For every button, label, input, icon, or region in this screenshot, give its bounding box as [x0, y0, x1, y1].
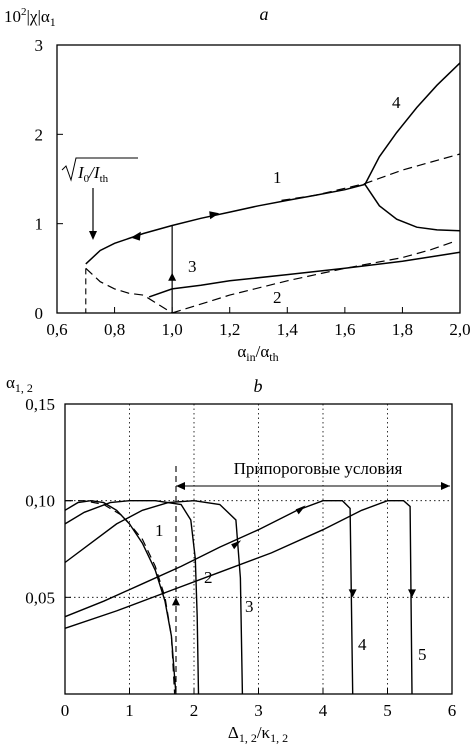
- chart-a-annotation-part-0: I: [77, 163, 85, 182]
- chart-b-threshold-left-arrowhead: [176, 482, 185, 490]
- chart-a-series-line: [85, 183, 366, 265]
- chart-b-ticks: 0 1 2 3 4 5 6 0,05 0,10 0,15: [25, 395, 456, 720]
- chart-a-xlabel-part-1: in: [246, 350, 255, 364]
- chart-a-ylabel-part-2: |χ|α: [27, 7, 50, 26]
- chart-b-xlabel-part-2: /κ: [257, 723, 271, 742]
- chart-a-annotation-arrowhead: [89, 231, 97, 240]
- chart-a: a 102|χ|α1 0,6 0,8 1,0 1,2 1,4 1,6 1,8 2,00123 …: [4, 4, 471, 364]
- chart-b-ytick-label: 0,05: [25, 588, 55, 607]
- chart-b-series-line: [65, 500, 176, 695]
- chart-b-xtick-label: 1: [125, 701, 134, 720]
- chart-b-series: [64, 499, 417, 695]
- chart-b-series-line: [64, 500, 354, 695]
- chart-a-ytick-label: 1: [35, 215, 44, 234]
- chart-b-curve-label-1: 1: [155, 521, 164, 540]
- chart-b-ylabel: α1, 2: [6, 373, 33, 395]
- chart-a-series-line: [281, 153, 461, 201]
- chart-b-threshold-right-arrowhead: [441, 482, 450, 490]
- chart-b-curve-label-3: 3: [245, 597, 254, 616]
- chart-a-curve-label-1: 1: [273, 168, 282, 187]
- chart-b-down-arrowhead: [348, 589, 357, 598]
- chart-a-ylabel: 102|χ|α1: [4, 6, 56, 29]
- chart-a-xlabel-part-3: th: [269, 350, 278, 364]
- chart-a-xlabel-part-0: α: [237, 342, 246, 361]
- chart-a-ytick-label: 2: [35, 125, 44, 144]
- chart-a-series-line: [364, 183, 461, 232]
- chart-b-ylabel-part-1: 1, 2: [15, 381, 33, 395]
- chart-b-threshold-label: Припороговые условия: [234, 459, 403, 478]
- chart-b-xtick-label: 5: [383, 701, 392, 720]
- chart-b-ytick-label: 0,10: [25, 492, 55, 511]
- chart-a-forward-arrowhead: [209, 211, 220, 220]
- chart-a-annotation-part-3: th: [100, 173, 109, 185]
- chart-a-ylabel-part-3: 1: [50, 15, 56, 29]
- chart-a-ticks: 0,6 0,8 1,0 1,2 1,4 1,6 1,8 2,0 0 1 2 3: [35, 36, 471, 339]
- chart-b-ytick-label: 0,15: [25, 395, 55, 414]
- chart-a-series-line: [171, 240, 455, 314]
- chart-a-curve-label-2: 2: [273, 288, 282, 307]
- chart-b-up-arrowhead: [295, 505, 306, 515]
- chart-a-curve-label-4: 4: [392, 93, 401, 112]
- chart-a-annotation-part-1: 0: [84, 173, 90, 185]
- chart-a-ytick-label: 3: [35, 36, 44, 55]
- chart-a-xtick-label: 0,8: [104, 320, 125, 339]
- chart-a-xtick-label: 1,6: [334, 320, 355, 339]
- chart-a-curve-label-3: 3: [188, 257, 197, 276]
- chart-a-xtick-label: 1,0: [162, 320, 183, 339]
- chart-b-up-arrowhead: [231, 540, 242, 550]
- chart-a-back-arrowhead: [130, 231, 141, 241]
- chart-a-panel-label: a: [260, 4, 269, 24]
- chart-b-curve-label-4: 4: [358, 635, 367, 654]
- chart-a-ylabel-part-0: 10: [4, 7, 21, 26]
- chart-b-threshold: Припороговые условия: [175, 459, 450, 694]
- chart-a-annotation-part-2: /I: [88, 163, 101, 182]
- chart-a-sqrt-label: I0/Ith: [77, 163, 109, 185]
- chart-a-frame: [56, 44, 461, 314]
- chart-b-xtick-label: 4: [319, 701, 328, 720]
- chart-b-xlabel-part-1: 1, 2: [239, 731, 257, 745]
- chart-b-xlabel-part-3: 1, 2: [270, 731, 288, 745]
- chart-a-xlabel: αin/αth: [237, 342, 278, 364]
- chart-b-xtick-label: 3: [254, 701, 263, 720]
- chart-b-xlabel-part-0: Δ: [228, 723, 239, 742]
- chart-b-panel-label: b: [254, 376, 263, 396]
- chart-b-xtick-label: 6: [448, 701, 457, 720]
- chart-a-ylabel-part-1: 2: [21, 6, 27, 18]
- chart-b-series-line: [64, 499, 244, 695]
- chart-a-xtick-label: 0,6: [46, 320, 67, 339]
- chart-b: b α1, 2 0 1 2 3 4 5 60,050,100,15 Припороговые…: [6, 373, 456, 745]
- chart-a-jump-arrowhead: [168, 272, 177, 281]
- chart-a-series-line: [148, 251, 461, 298]
- chart-a-series-line: [85, 267, 173, 314]
- chart-b-curve-label-5: 5: [418, 645, 427, 664]
- chart-a-xtick-label: 1,8: [392, 320, 413, 339]
- chart-a-xtick-label: 2,0: [449, 320, 470, 339]
- chart-a-ytick-label: 0: [35, 304, 44, 323]
- chart-b-ylabel-part-0: α: [6, 373, 15, 392]
- chart-b-curve-label-2: 2: [204, 568, 213, 587]
- chart-a-xtick-label: 1,4: [277, 320, 299, 339]
- chart-a-xtick-label: 1,2: [219, 320, 240, 339]
- chart-a-annotation: I0/Ith: [61, 157, 138, 240]
- chart-a-series-line: [364, 62, 461, 185]
- chart-a-series: [85, 62, 461, 314]
- chart-b-xtick-label: 2: [190, 701, 199, 720]
- chart-b-series-line: [64, 500, 413, 695]
- chart-b-xtick-label: 0: [61, 701, 70, 720]
- chart-a-sqrt-sign: [61, 157, 138, 182]
- chart-b-xlabel: Δ1, 2/κ1, 2: [228, 723, 288, 745]
- chart-b-down-arrowhead: [408, 589, 417, 598]
- chart-a-xlabel-part-2: /α: [256, 342, 270, 361]
- chart-b-grid: [65, 404, 452, 694]
